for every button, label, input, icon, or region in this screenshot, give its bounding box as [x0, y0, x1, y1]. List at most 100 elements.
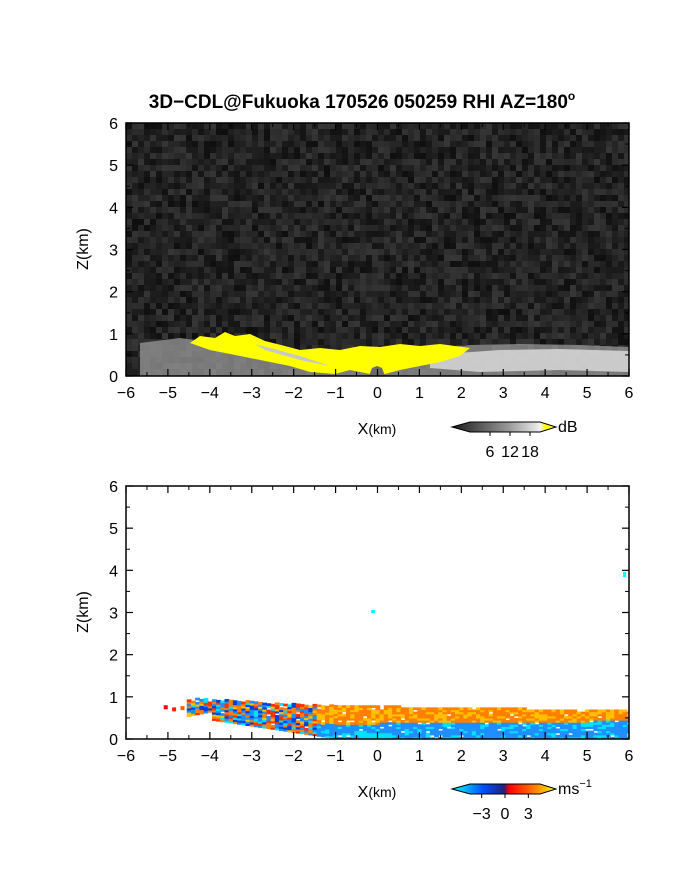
noise-cell — [546, 303, 552, 309]
noise-cell — [534, 255, 540, 261]
velocity-cell — [459, 715, 465, 719]
noise-cell — [474, 309, 480, 315]
noise-cell — [210, 279, 216, 285]
noise-cell — [522, 213, 528, 219]
noise-cell — [444, 243, 450, 249]
noise-cell — [300, 195, 306, 201]
velocity-cell — [509, 730, 515, 734]
noise-cell — [408, 177, 414, 183]
noise-cell — [162, 213, 168, 219]
noise-cell — [432, 231, 438, 237]
noise-cell — [186, 297, 192, 303]
noise-cell — [258, 183, 264, 189]
velocity-cell — [245, 716, 251, 720]
velocity-cell — [337, 732, 343, 736]
velocity-cell — [216, 699, 221, 703]
velocity-cell — [299, 725, 305, 728]
noise-cell — [168, 183, 174, 189]
noise-cell — [498, 195, 504, 201]
noise-cell — [126, 261, 132, 267]
noise-cell — [474, 327, 480, 333]
velocity-cell — [509, 711, 515, 715]
noise-cell — [360, 261, 366, 267]
velocity-cell — [371, 724, 377, 727]
noise-cell — [306, 261, 312, 267]
noise-cell — [360, 219, 366, 225]
velocity-cell — [442, 715, 448, 719]
noise-cell — [144, 213, 150, 219]
noise-cell — [516, 123, 522, 129]
velocity-cell — [530, 724, 536, 727]
noise-cell — [444, 267, 450, 273]
velocity-cell — [488, 728, 494, 732]
noise-cell — [222, 165, 228, 171]
velocity-cell — [346, 711, 351, 715]
noise-cell — [534, 189, 540, 195]
velocity-cell — [455, 709, 460, 713]
noise-cell — [174, 285, 180, 291]
noise-cell — [420, 159, 426, 165]
noise-cell — [378, 183, 384, 189]
noise-cell — [558, 195, 564, 201]
noise-cell — [252, 237, 258, 243]
noise-cell — [372, 285, 378, 291]
noise-cell — [438, 189, 444, 195]
noise-cell — [522, 285, 528, 291]
velocity-cell — [530, 717, 536, 721]
noise-cell — [396, 231, 402, 237]
noise-cell — [366, 321, 372, 327]
noise-cell — [348, 129, 354, 135]
noise-cell — [330, 249, 336, 255]
noise-cell — [252, 141, 258, 147]
velocity-cell — [467, 724, 473, 727]
velocity-cell — [258, 714, 263, 718]
velocity-cell — [308, 730, 314, 734]
noise-cell — [564, 123, 570, 129]
noise-cell — [444, 273, 450, 279]
noise-cell — [294, 219, 300, 225]
noise-cell — [432, 333, 438, 339]
noise-cell — [348, 255, 354, 261]
noise-cell — [594, 261, 600, 267]
noise-cell — [546, 183, 552, 189]
noise-cell — [306, 285, 312, 291]
noise-cell — [426, 249, 432, 255]
noise-cell — [180, 129, 186, 135]
noise-cell — [126, 285, 132, 291]
velocity-cell — [358, 715, 364, 719]
noise-cell — [600, 213, 606, 219]
velocity-cell — [404, 728, 410, 732]
velocity-cell — [476, 730, 481, 734]
noise-cell — [348, 231, 354, 237]
velocity-cell — [249, 711, 255, 714]
noise-cell — [492, 213, 498, 219]
noise-cell — [186, 285, 192, 291]
noise-cell — [594, 177, 600, 183]
noise-cell — [528, 123, 534, 129]
noise-cell — [558, 129, 564, 135]
noise-cell — [390, 201, 396, 207]
velocity-cell — [480, 713, 485, 717]
noise-cell — [438, 291, 444, 297]
noise-cell — [132, 297, 138, 303]
noise-cell — [552, 321, 558, 327]
noise-cell — [138, 225, 144, 231]
noise-cell — [438, 213, 444, 219]
noise-cell — [174, 207, 180, 213]
velocity-cell — [564, 730, 569, 734]
noise-cell — [528, 147, 534, 153]
velocity-cell — [400, 722, 406, 725]
noise-cell — [402, 135, 408, 141]
noise-cell — [570, 123, 576, 129]
noise-cell — [282, 177, 288, 183]
noise-cell — [336, 333, 342, 339]
noise-cell — [288, 231, 294, 237]
noise-cell — [228, 237, 234, 243]
velocity-cell — [484, 728, 490, 732]
noise-cell — [198, 159, 204, 165]
noise-cell — [126, 357, 132, 363]
noise-cell — [444, 129, 450, 135]
velocity-cell — [283, 707, 288, 711]
noise-cell — [306, 303, 312, 309]
velocity-cell — [429, 715, 435, 719]
